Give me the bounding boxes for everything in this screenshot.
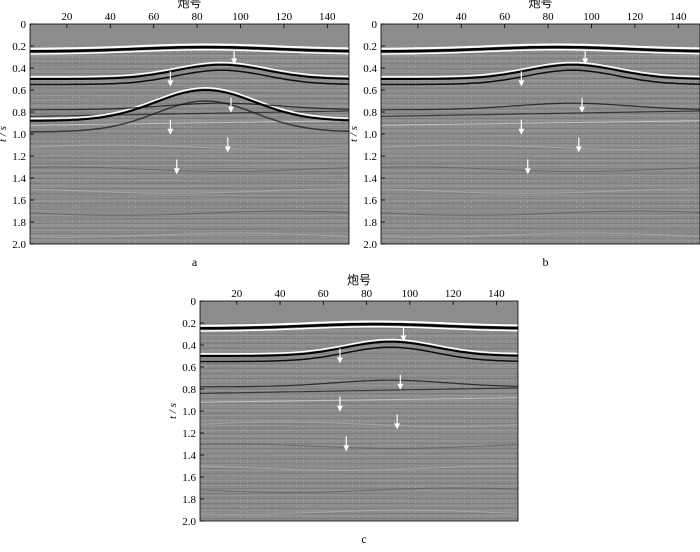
x-tick-label: 140 [488, 288, 505, 300]
y-tick-label: 1.4 [363, 173, 377, 185]
x-tick-label: 80 [192, 11, 204, 23]
x-tick-label: 40 [105, 11, 117, 23]
x-tick-label: 20 [61, 11, 73, 23]
y-tick-label: 0 [21, 19, 27, 31]
y-tick-label: 0.4 [182, 340, 196, 352]
y-tick-label: 1.0 [182, 406, 196, 418]
top-mute [30, 24, 349, 46]
x-tick-label: 60 [318, 288, 330, 300]
y-tick-label: 0.8 [363, 107, 377, 119]
x-tick-label: 100 [232, 11, 249, 23]
seismic-image [200, 301, 518, 521]
y-axis-title: t / s [0, 126, 9, 142]
y-tick-label: 0.2 [12, 41, 26, 53]
y-tick-label: 2.0 [363, 239, 377, 251]
seismic-image [381, 24, 700, 244]
x-tick-label: 140 [670, 11, 687, 23]
y-tick-label: 1.8 [182, 494, 196, 506]
x-axis-title: 炮号 [177, 0, 201, 10]
y-tick-label: 0.6 [12, 85, 26, 97]
y-tick-label: 1.4 [182, 450, 196, 462]
panel-label: b [543, 255, 549, 269]
top-mute [200, 301, 518, 323]
y-tick-label: 1.6 [363, 195, 377, 207]
x-tick-label: 140 [319, 11, 336, 23]
y-tick-label: 0.8 [182, 384, 196, 396]
x-tick-label: 120 [276, 11, 293, 23]
y-tick-label: 1.6 [182, 472, 196, 484]
x-axis-title: 炮号 [528, 0, 552, 10]
y-tick-label: 1.0 [363, 129, 377, 141]
x-tick-label: 60 [148, 11, 160, 23]
x-tick-label: 120 [445, 288, 462, 300]
y-tick-label: 1.4 [12, 173, 26, 185]
y-tick-label: 0.6 [182, 362, 196, 374]
y-axis-title: t / s [167, 403, 179, 419]
panel-label: c [361, 532, 366, 546]
y-tick-label: 1.6 [12, 195, 26, 207]
panel-label: a [192, 255, 198, 269]
y-tick-label: 0.8 [12, 107, 26, 119]
y-tick-label: 1.2 [363, 151, 377, 163]
y-tick-label: 1.0 [12, 129, 26, 141]
y-tick-label: 0 [372, 19, 378, 31]
y-tick-label: 0 [191, 296, 197, 308]
x-tick-label: 40 [456, 11, 468, 23]
x-axis-title: 炮号 [347, 273, 371, 287]
x-tick-label: 100 [402, 288, 419, 300]
y-tick-label: 1.8 [12, 217, 26, 229]
y-tick-label: 1.2 [12, 151, 26, 163]
x-tick-label: 20 [231, 288, 243, 300]
y-axis-title: t / s [348, 126, 360, 142]
y-tick-label: 0.2 [363, 41, 377, 53]
x-tick-label: 80 [543, 11, 555, 23]
y-tick-label: 2.0 [182, 516, 196, 528]
top-mute [381, 24, 700, 46]
y-tick-label: 0.4 [363, 63, 377, 75]
x-tick-label: 80 [361, 288, 373, 300]
x-tick-label: 20 [412, 11, 424, 23]
x-tick-label: 120 [627, 11, 644, 23]
x-tick-label: 40 [275, 288, 287, 300]
x-tick-label: 60 [499, 11, 511, 23]
y-tick-label: 1.8 [363, 217, 377, 229]
y-tick-label: 0.6 [363, 85, 377, 97]
y-tick-label: 1.2 [182, 428, 196, 440]
y-tick-label: 2.0 [12, 239, 26, 251]
y-tick-label: 0.2 [182, 318, 196, 330]
seismic-image [30, 24, 349, 244]
y-tick-label: 0.4 [12, 63, 26, 75]
x-tick-label: 100 [583, 11, 600, 23]
